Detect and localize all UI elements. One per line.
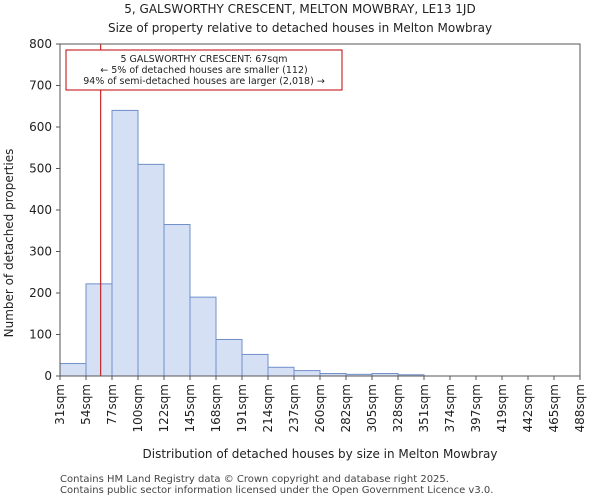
y-tick-label: 100 [29,328,52,342]
bar-122sqm [163,224,191,377]
annotation-box-frame [65,49,343,91]
x-tick-label: 305sqm [365,384,379,432]
x-tick-label: 191sqm [235,384,249,432]
annotation-line-2: ← 5% of detached houses are smaller (112… [100,65,307,76]
chart-title: 5, GALSWORTHY CRESCENT, MELTON MOWBRAY, … [124,2,475,16]
x-tick-label: 145sqm [183,384,197,432]
x-tick-label: 122sqm [157,384,171,432]
x-tick-label: 351sqm [417,384,431,432]
x-tick-label: 488sqm [573,384,587,432]
bar-145sqm [189,296,217,377]
y-tick-label: 0 [44,369,52,383]
bar-168sqm [215,338,243,377]
y-tick-label: 400 [29,203,52,217]
x-tick-label: 214sqm [261,384,275,432]
y-axis-label: Number of detached properties [2,149,16,338]
footer: Contains HM Land Registry data © Crown c… [60,474,493,496]
y-tick-label: 200 [29,286,52,300]
annotation-line-3: 94% of semi-detached houses are larger (… [83,76,325,87]
x-tick-label: 260sqm [313,384,327,432]
footer-line-2: Contains public sector information licen… [60,485,494,496]
y-tick-label: 500 [29,162,52,176]
y-tick-label: 800 [29,37,52,51]
y-tick-label: 600 [29,120,52,134]
chart-subtitle: Size of property relative to detached ho… [108,21,492,35]
x-axis: 31sqm 54sqm 77sqm 100sqm 122sqm 145sqm 168sqm 1… [53,376,587,432]
bar-237sqm [293,370,321,377]
x-tick-label: 168sqm [209,384,223,432]
annotation-box: 5 GALSWORTHY CRESCENT: 67sqm← 5% of deta… [65,49,343,91]
bar-191sqm [241,353,269,377]
x-tick-label: 465sqm [547,384,561,432]
x-tick-label: 374sqm [443,384,457,432]
x-tick-label: 237sqm [287,384,301,432]
bar-77sqm [111,109,139,377]
bar-31sqm [59,363,87,377]
x-tick-label: 77sqm [105,384,119,425]
x-axis-label: Distribution of detached houses by size … [143,447,498,461]
annotation-line-1: 5 GALSWORTHY CRESCENT: 67sqm [120,54,287,65]
x-tick-label: 100sqm [131,384,145,432]
y-tick-label: 700 [29,79,52,93]
x-tick-label: 282sqm [339,384,353,432]
y-axis: 0 100 200 300 400 500 600 700 800 [29,37,60,383]
footer-line-1: Contains HM Land Registry data © Crown c… [60,474,449,485]
x-tick-label: 328sqm [391,384,405,432]
bar-100sqm [137,163,165,377]
bar-214sqm [267,366,295,377]
x-tick-label: 397sqm [469,384,483,432]
bar-54sqm [85,283,113,377]
x-tick-label: 442sqm [521,384,535,432]
x-tick-label: 419sqm [495,384,509,432]
x-tick-label: 54sqm [79,384,93,425]
x-tick-label: 31sqm [53,384,67,425]
y-tick-label: 300 [29,245,52,259]
bars-group [59,109,425,377]
